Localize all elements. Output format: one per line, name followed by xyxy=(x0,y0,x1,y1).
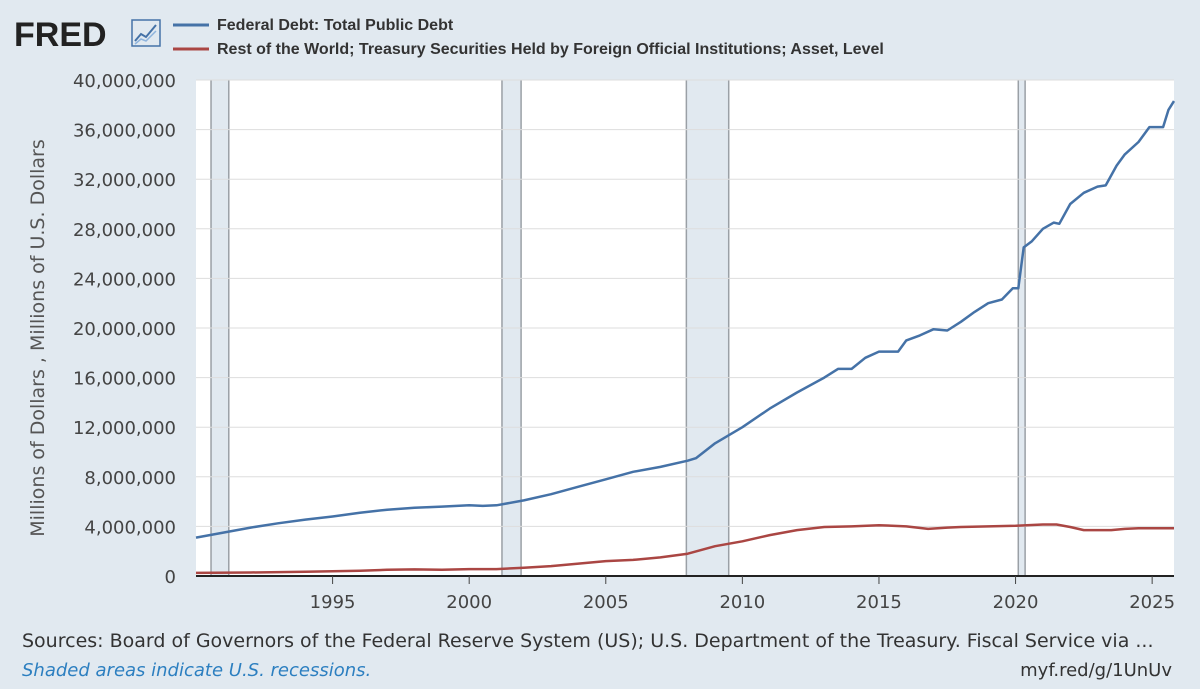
fred-logo[interactable]: FRED xyxy=(14,16,107,54)
y-tick-label: 8,000,000 xyxy=(84,468,176,489)
y-tick-label: 20,000,000 xyxy=(73,319,176,340)
y-tick-label: 0 xyxy=(165,567,176,588)
y-tick-label: 24,000,000 xyxy=(73,269,176,290)
y-tick-label: 32,000,000 xyxy=(73,170,176,191)
sources-text: Sources: Board of Governors of the Feder… xyxy=(22,630,1154,652)
trend-line-icon xyxy=(131,19,161,47)
x-tick-label: 2015 xyxy=(856,592,902,613)
x-tick-label: 2000 xyxy=(446,592,492,613)
legend-label-1[interactable]: Federal Debt: Total Public Debt xyxy=(217,17,454,34)
short-url-link[interactable]: myf.red/g/1UnUv xyxy=(1020,660,1172,681)
legend: Federal Debt: Total Public Debt Rest of t… xyxy=(173,17,884,58)
series-line-1[interactable] xyxy=(195,100,1176,539)
recession-note: Shaded areas indicate U.S. recessions. xyxy=(22,660,372,681)
x-tick-label: 2020 xyxy=(993,592,1039,613)
y-tick-label: 12,000,000 xyxy=(73,418,176,439)
x-tick-label: 2025 xyxy=(1129,592,1175,613)
x-tick-label: 2005 xyxy=(583,592,629,613)
y-tick-label: 16,000,000 xyxy=(73,369,176,390)
x-tick-label: 1995 xyxy=(310,592,356,613)
y-tick-label: 28,000,000 xyxy=(73,220,176,241)
x-axis: 1995 2000 2005 2010 2015 2020 2025 xyxy=(196,575,1175,613)
chart: FRED Federal Debt: Total Public Debt Rest… xyxy=(14,16,1176,613)
legend-label-2[interactable]: Rest of the World; Treasury Securities H… xyxy=(217,41,884,58)
series-lines xyxy=(195,100,1176,575)
series-line-2[interactable] xyxy=(195,523,1174,575)
y-axis-label: Millions of Dollars , Millions of U.S. D… xyxy=(27,139,49,536)
y-tick-label: 40,000,000 xyxy=(73,71,176,92)
x-tick-label: 2010 xyxy=(719,592,765,613)
y-tick-label: 36,000,000 xyxy=(73,121,176,142)
y-tick-label: 4,000,000 xyxy=(84,517,176,538)
y-axis: 0 4,000,000 8,000,000 12,000,000 16,000,000 2… xyxy=(73,71,176,588)
